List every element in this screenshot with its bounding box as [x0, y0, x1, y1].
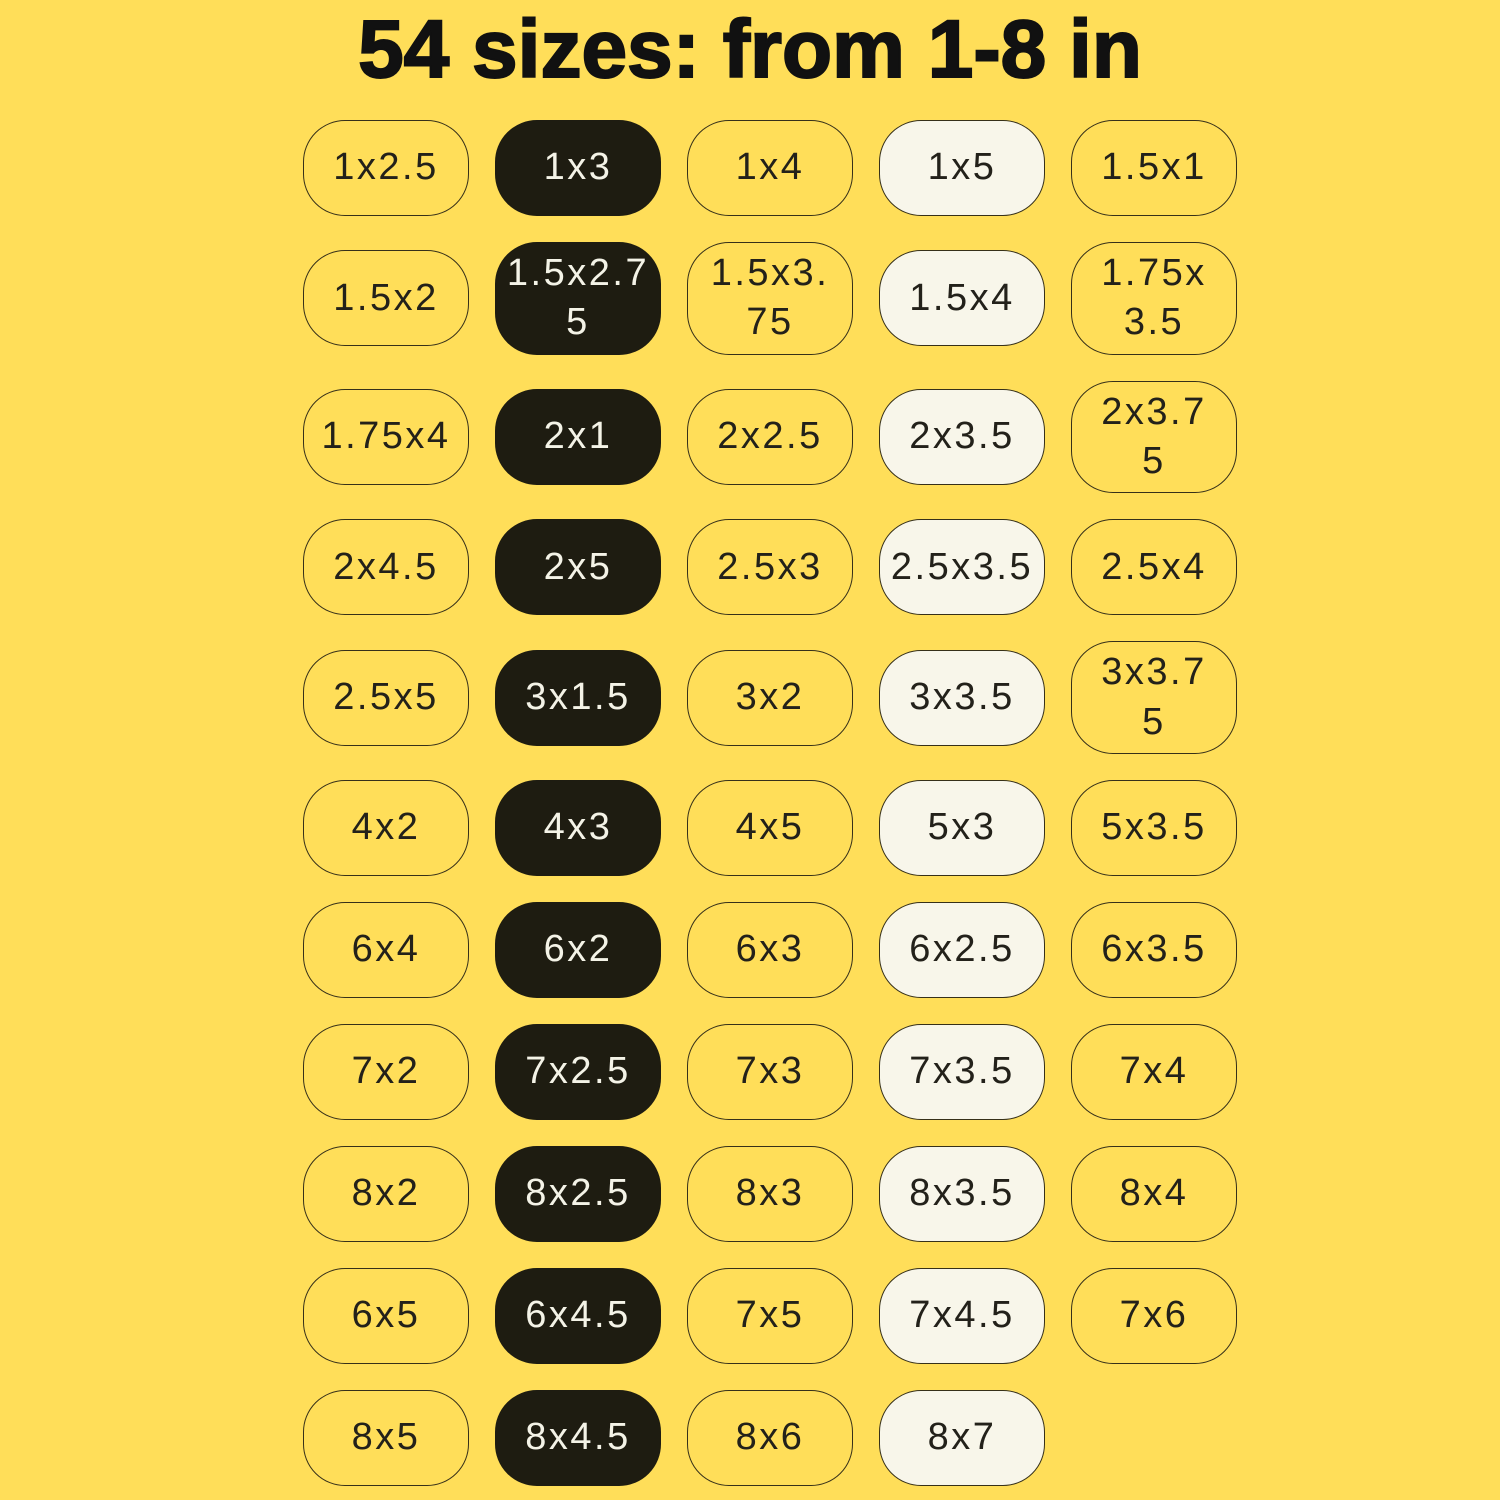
size-pill: 2x4.5: [303, 519, 469, 616]
size-pill: 4x3: [495, 780, 661, 877]
size-pill: 7x5: [687, 1268, 853, 1365]
size-pill: 1x5: [879, 119, 1045, 216]
size-pill: 4x2: [303, 780, 469, 877]
size-pill: 8x3: [687, 1146, 853, 1243]
size-pill: 8x5: [303, 1390, 469, 1487]
size-pill: 1.75x 3.5: [1071, 241, 1237, 355]
size-pill: 2x2.5: [687, 389, 853, 485]
size-pill: 6x2: [495, 902, 661, 999]
size-pill: 7x4.5: [879, 1268, 1045, 1365]
size-pill: 2.5x4: [1071, 519, 1237, 616]
size-pill: 5x3.5: [1071, 780, 1237, 877]
size-pill: 2x3.5: [879, 389, 1045, 485]
size-pill: 2.5x3: [687, 519, 853, 616]
size-pill: 7x6: [1071, 1268, 1237, 1365]
size-pill: 2x5: [495, 519, 661, 616]
size-pill: 4x5: [687, 780, 853, 877]
size-pill: 2.5x5: [303, 649, 469, 746]
size-pill: 8x7: [879, 1390, 1045, 1487]
size-pill: 1x4: [687, 119, 853, 216]
size-pill: 7x4: [1071, 1024, 1237, 1121]
size-pill: 8x4: [1071, 1146, 1237, 1243]
size-pill: 6x5: [303, 1268, 469, 1365]
size-pill: 7x3.5: [879, 1024, 1045, 1121]
page-title: 54 sizes: from 1-8 in: [357, 3, 1143, 96]
size-pill: 3x1.5: [495, 649, 661, 746]
size-pill: 8x6: [687, 1390, 853, 1487]
size-pill: 3x3.7 5: [1071, 641, 1237, 755]
size-pill: 8x2: [303, 1146, 469, 1243]
size-pill: 1.5x2.7 5: [495, 241, 661, 355]
size-pill: 2.5x3.5: [879, 519, 1045, 616]
size-pill: 2x3.7 5: [1071, 380, 1237, 494]
size-pill: 6x3: [687, 902, 853, 999]
size-grid: 1x2.5 1x3 1x4 1x5 1.5x1 1.5x2 1.5x2.7 5 1.5x3. …: [303, 119, 1237, 1487]
size-pill: 6x4.5: [495, 1268, 661, 1365]
size-pill: 1.5x4: [879, 250, 1045, 347]
size-pill: 7x3: [687, 1024, 853, 1121]
size-pill: 8x3.5: [879, 1146, 1045, 1243]
size-pill: 1x3: [495, 119, 661, 216]
size-pill: 1.5x2: [303, 250, 469, 347]
size-pill: 1.5x3. 75: [687, 241, 853, 355]
size-pill: 6x3.5: [1071, 902, 1237, 999]
size-pill: 6x2.5: [879, 902, 1045, 999]
size-pill: 8x2.5: [495, 1146, 661, 1243]
size-pill: 7x2: [303, 1024, 469, 1121]
size-pill: 7x2.5: [495, 1024, 661, 1121]
size-pill: 8x4.5: [495, 1390, 661, 1487]
size-pill: 1x2.5: [303, 119, 469, 216]
size-pill: 1.5x1: [1071, 119, 1237, 216]
size-pill: 6x4: [303, 902, 469, 999]
size-pill: 2x1: [495, 389, 661, 485]
size-pill: 5x3: [879, 780, 1045, 877]
size-pill: 3x2: [687, 649, 853, 746]
size-pill: 3x3.5: [879, 649, 1045, 746]
size-pill: 1.75x4: [303, 389, 469, 485]
